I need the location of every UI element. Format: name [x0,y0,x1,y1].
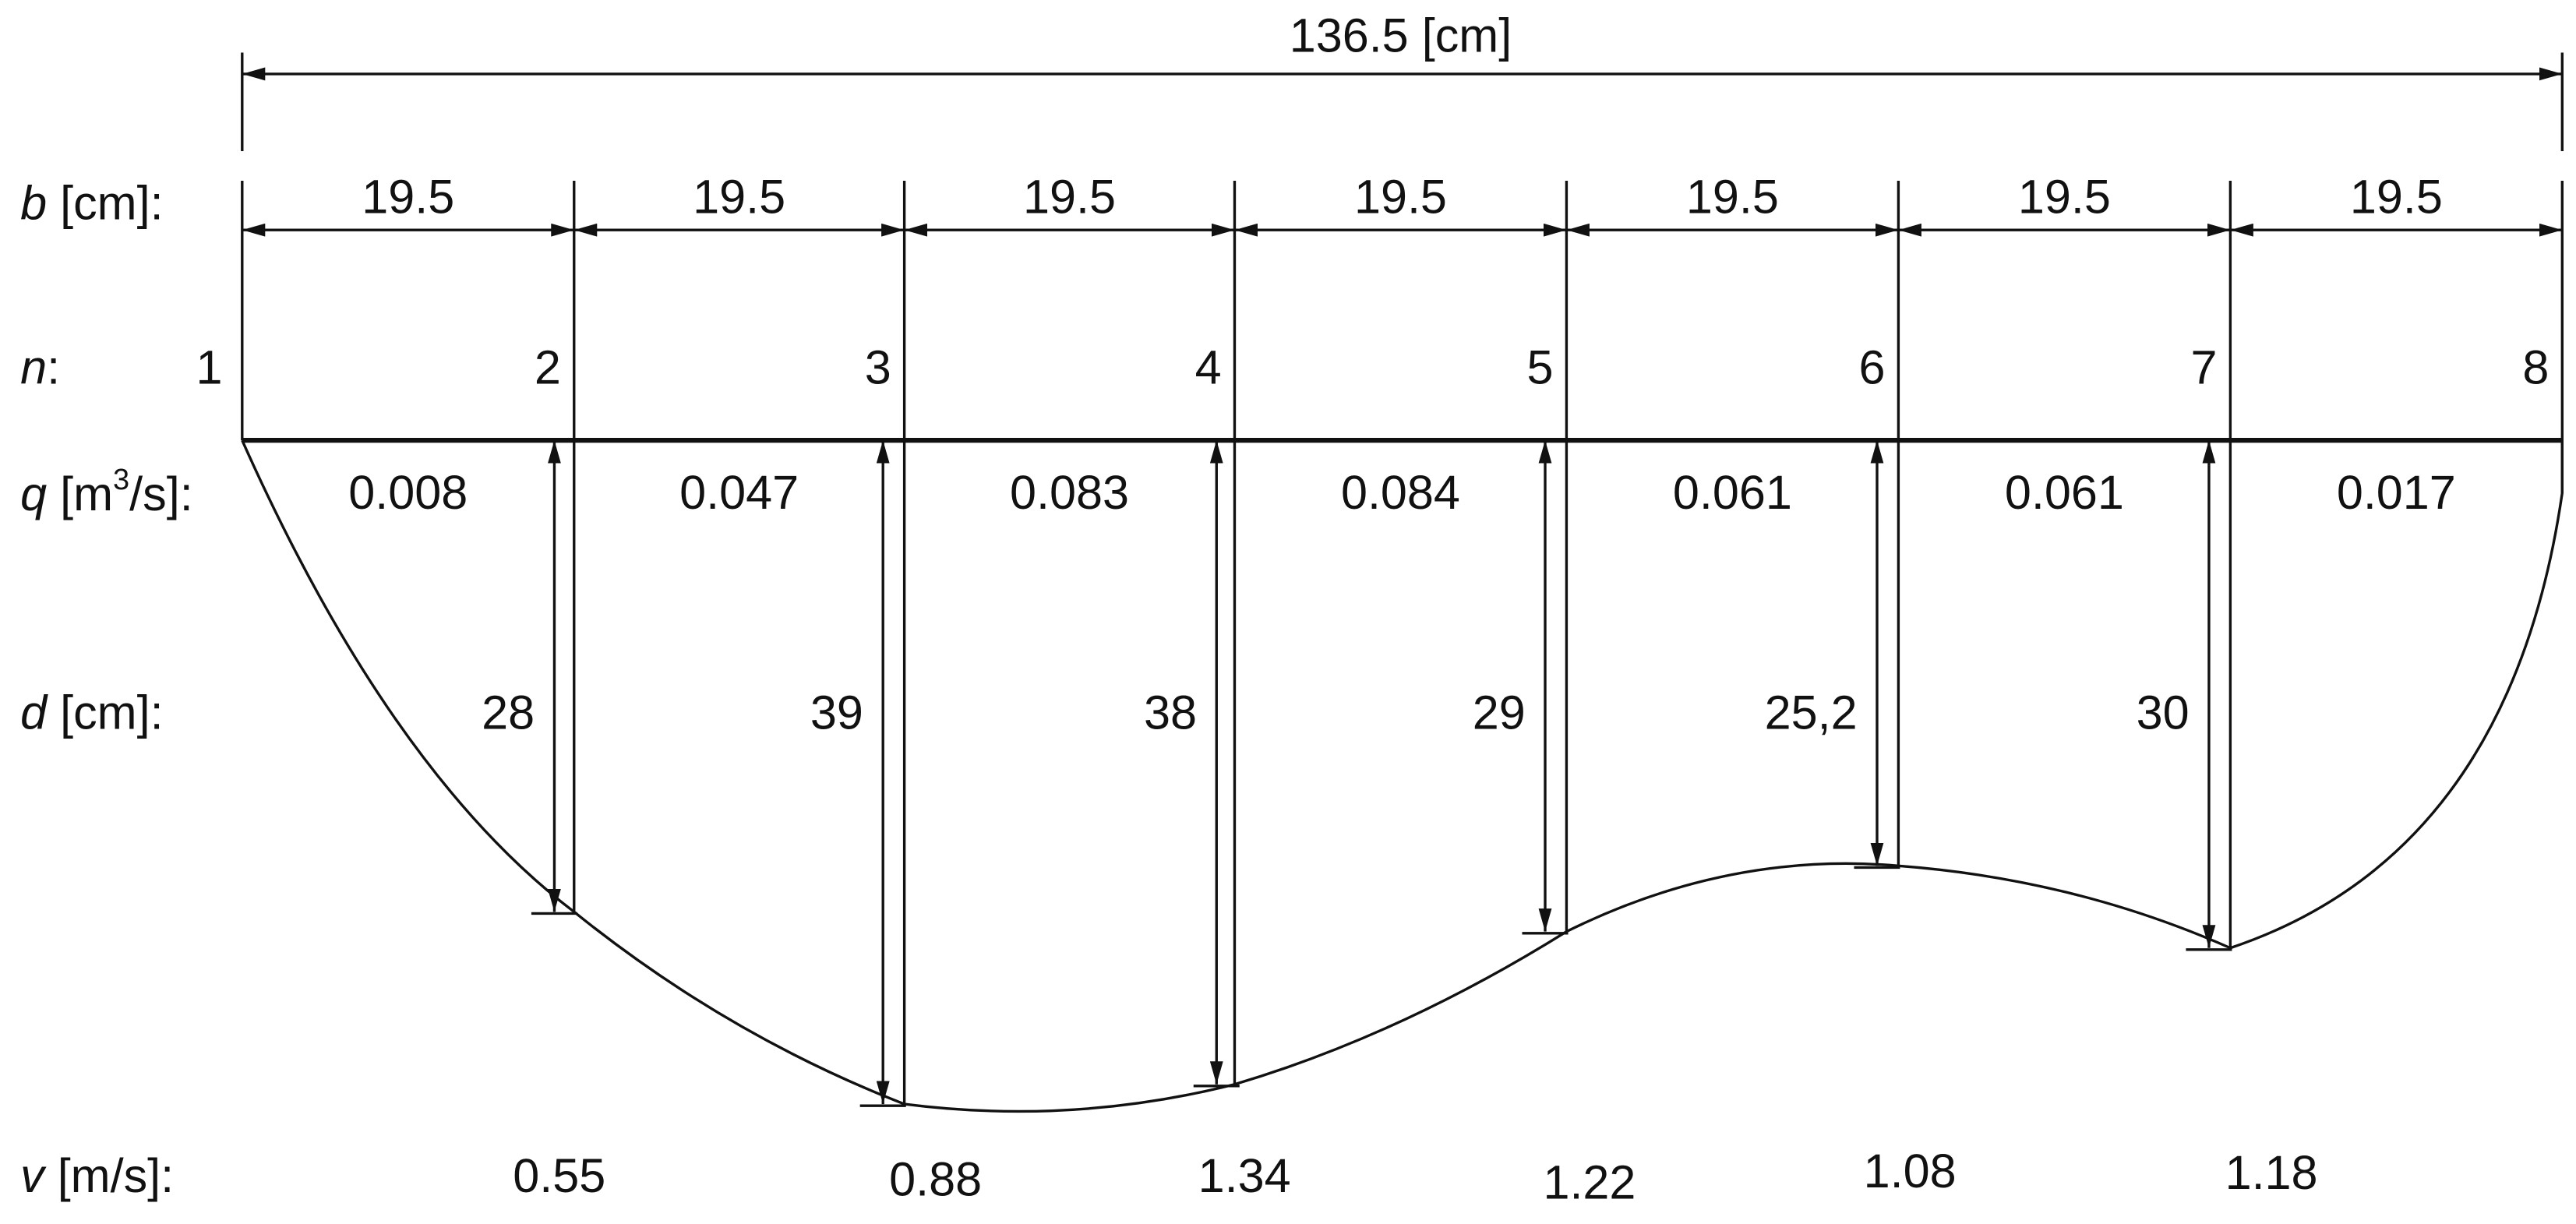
width-value: 19.5 [362,170,454,223]
v-value: 1.08 [1864,1145,1957,1198]
n-value: 6 [1859,341,1886,394]
label-n: n: [20,341,60,394]
channel-bed [241,439,2564,1113]
n-value: 2 [535,341,561,394]
width-value: 19.5 [693,170,785,223]
d-value: 30 [2137,686,2190,739]
q-value: 0.061 [1673,466,1792,519]
label-q: q [m3/s]: [20,464,193,520]
drawing [241,52,2564,1113]
v-value: 0.55 [513,1149,605,1202]
q-value: 0.061 [2005,466,2124,519]
v-value: 1.34 [1198,1149,1291,1202]
total-width: 136.5 [cm] [1290,9,1512,62]
n-value: 4 [1195,341,1222,394]
q-value: 0.017 [2337,466,2456,519]
label-b: b [cm]: [20,177,163,230]
n-value: 3 [865,341,891,394]
n-value: 8 [2522,341,2549,394]
d-value: 28 [482,686,535,739]
v-value: 0.88 [889,1152,982,1205]
n-value: 1 [196,341,222,394]
q-value: 0.083 [1010,466,1129,519]
q-value: 0.084 [1341,466,1460,519]
q-value: 0.008 [348,466,468,519]
label-d: d [cm]: [20,686,163,739]
width-value: 19.5 [1354,170,1447,223]
width-value: 19.5 [2350,170,2443,223]
label-v: v [m/s]: [20,1149,174,1202]
d-value: 29 [1473,686,1526,739]
d-value: 25,2 [1765,686,1858,739]
d-value: 38 [1144,686,1197,739]
v-value: 1.18 [2225,1146,2318,1199]
width-value: 19.5 [1686,170,1779,223]
width-value: 19.5 [1023,170,1116,223]
n-value: 5 [1527,341,1554,394]
d-value: 39 [810,686,863,739]
v-value: 1.22 [1543,1156,1636,1209]
n-value: 7 [2190,341,2217,394]
width-value: 19.5 [2018,170,2111,223]
q-value: 0.047 [679,466,799,519]
